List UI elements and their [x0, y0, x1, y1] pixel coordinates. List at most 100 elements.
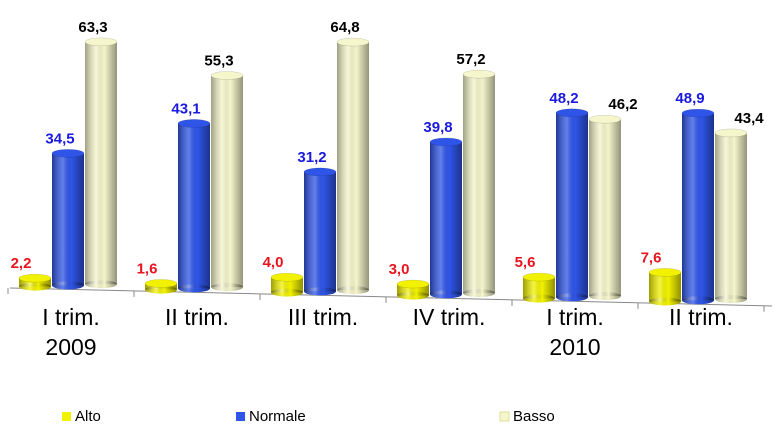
cylinder: [648, 268, 682, 306]
cylinder: [303, 167, 337, 296]
cylinder: [210, 71, 244, 292]
value-label: 43,1: [171, 100, 200, 117]
cylinder-top: [555, 108, 589, 118]
cylinder-bottom-shade: [211, 283, 243, 292]
x-tick-label: I trim. 2010: [546, 304, 604, 360]
cylinder-top: [84, 37, 118, 47]
cylinder: [522, 272, 556, 303]
x-tick-label: III trim.: [287, 304, 359, 330]
value-label: 2,2: [11, 255, 32, 272]
value-label: 4,0: [263, 254, 284, 271]
cylinder-top: [177, 119, 211, 128]
legend-swatch: [499, 411, 510, 422]
cylinder-shade: [589, 119, 621, 297]
cylinder: [51, 149, 85, 290]
cylinder: [396, 279, 430, 300]
value-label: 39,8: [423, 119, 452, 136]
base-axis: [9, 287, 773, 307]
cylinder-shade: [19, 278, 51, 287]
x-tick-label: I trim. 2009: [42, 304, 100, 360]
cylinder-shade: [649, 272, 681, 302]
value-label: 57,2: [456, 51, 485, 68]
value-label: 3,0: [389, 261, 410, 278]
cylinder-bottom-shade: [178, 284, 210, 293]
cylinder-shade: [337, 42, 369, 291]
cylinder-top: [429, 137, 463, 147]
cylinder-top: [18, 273, 52, 283]
cylinder-bottom-shade: [304, 287, 336, 296]
cylinder-top: [270, 272, 304, 282]
cylinder-shade: [271, 277, 303, 293]
cylinder-shade: [715, 132, 747, 300]
cylinder-bottom-shade: [85, 280, 117, 289]
value-label: 7,6: [641, 249, 662, 266]
x-tick-label: II trim.: [669, 304, 733, 330]
value-label: 48,9: [675, 90, 704, 107]
legend-label: Basso: [513, 408, 555, 425]
cylinder-bottom-shade: [397, 291, 429, 300]
cylinder-bottom-shade: [463, 289, 495, 298]
legend-swatch: [62, 412, 71, 421]
value-label: 34,5: [45, 130, 74, 147]
value-label: 55,3: [204, 52, 233, 69]
cylinder-shade: [211, 75, 243, 288]
cylinder-top: [336, 37, 370, 47]
legend-swatch: [236, 412, 245, 421]
cylinder-bottom-shade: [715, 295, 747, 304]
cylinder-top: [144, 279, 178, 288]
cylinder-top: [210, 71, 244, 80]
cylinder-shade: [178, 123, 210, 289]
cylinder: [588, 114, 622, 301]
cylinder-shade: [85, 41, 117, 285]
value-label: 5,6: [515, 254, 536, 271]
cylinder-shade: [523, 277, 555, 299]
cylinder: [336, 37, 370, 295]
cylinder-bottom-shade: [430, 290, 462, 299]
cylinder-shade: [397, 284, 429, 296]
cylinder-shade: [556, 112, 588, 298]
cylinder-shade: [430, 141, 462, 295]
legend-label: Normale: [249, 408, 306, 425]
cylinder-bottom-shade: [589, 292, 621, 301]
legend-label: Alto: [75, 408, 101, 425]
cylinder-top: [522, 272, 556, 282]
cylinder-shade: [52, 153, 84, 286]
x-tick-label: II trim.: [165, 304, 229, 330]
value-label: 64,8: [330, 19, 359, 36]
cylinder-top: [588, 114, 622, 124]
cylinder-bottom-shade: [337, 286, 369, 295]
cylinder-bottom-shade: [523, 294, 555, 303]
cylinder: [18, 273, 52, 291]
cylinder-shade: [463, 74, 495, 294]
value-label: 63,3: [78, 19, 107, 36]
cylinder-bottom-shade: [649, 297, 681, 306]
cylinder: [84, 37, 118, 289]
cylinder-shade: [682, 113, 714, 301]
cylinder: [144, 279, 178, 294]
cylinder: [429, 137, 463, 299]
cylinder: [177, 119, 211, 293]
cylinder-top: [714, 128, 748, 138]
cylinder-bottom-shade: [52, 281, 84, 290]
value-label: 31,2: [297, 149, 326, 166]
cylinder-top: [51, 149, 85, 158]
value-label: 43,4: [734, 110, 764, 127]
cylinder: [462, 69, 496, 298]
value-label: 46,2: [608, 96, 637, 113]
cylinder-bottom-shade: [682, 296, 714, 305]
cylinder: [681, 108, 715, 305]
cylinder-shade: [304, 171, 336, 292]
cylinder-top: [462, 69, 496, 79]
cylinder-bottom-shade: [145, 285, 177, 294]
x-tick-label: IV trim.: [412, 304, 486, 330]
cylinder-bottom-shade: [271, 288, 303, 297]
cylinder-top: [648, 268, 682, 277]
cylinder-bottom-shade: [19, 282, 51, 291]
cylinder: [555, 108, 589, 302]
value-label: 48,2: [549, 90, 578, 107]
cylinder: [714, 128, 748, 304]
cylinder-top: [396, 279, 430, 289]
cylinder-top: [681, 108, 715, 118]
